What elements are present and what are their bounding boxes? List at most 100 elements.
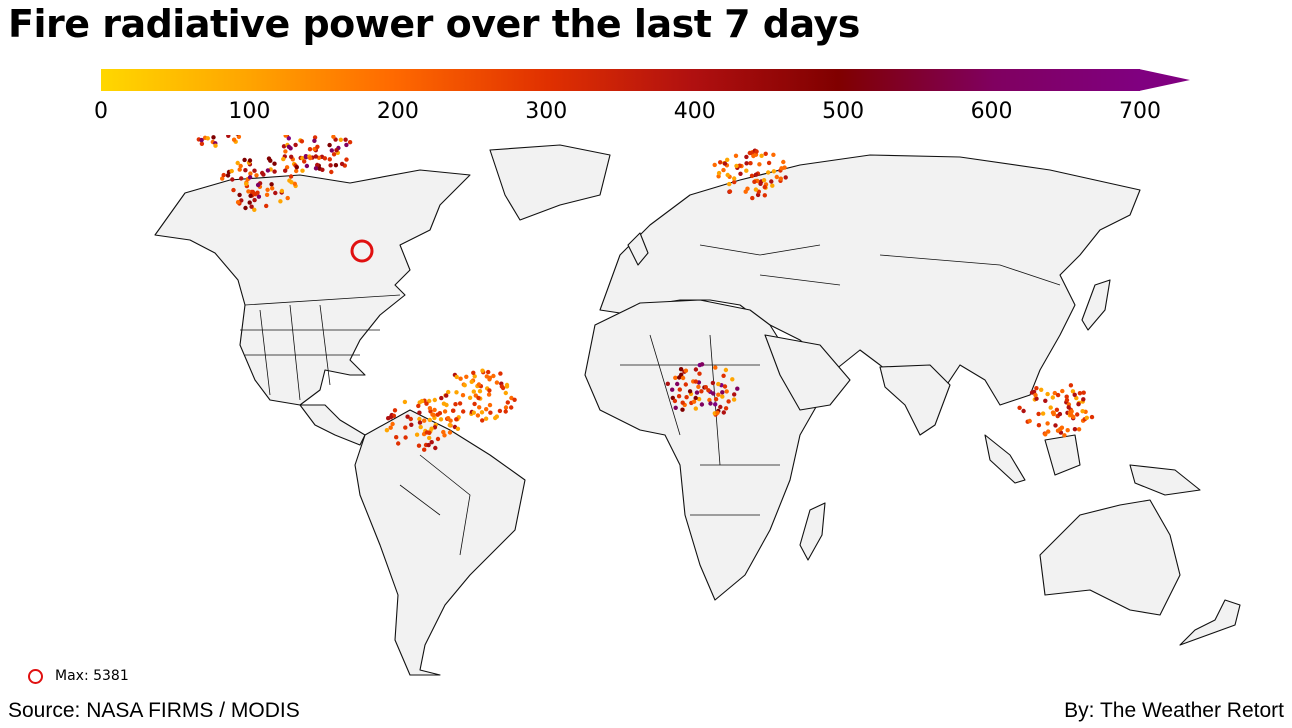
- fire-point: [1054, 407, 1060, 412]
- fire-point: [713, 402, 718, 407]
- fire-point: [422, 447, 427, 452]
- fire-point: [303, 155, 309, 160]
- fire-point: [328, 163, 333, 168]
- colorbar-tick-0: 0: [94, 99, 108, 124]
- fire-point: [429, 440, 434, 445]
- fire-point: [757, 162, 762, 167]
- fire-point: [472, 374, 477, 379]
- fire-point: [334, 148, 339, 153]
- fire-point: [754, 149, 759, 154]
- fire-point: [480, 368, 485, 373]
- madagascar: [799, 502, 826, 561]
- fire-point: [288, 146, 293, 151]
- fire-point: [248, 193, 253, 198]
- fire-point: [781, 159, 786, 165]
- australia: [1039, 499, 1181, 616]
- south-america: [354, 409, 526, 676]
- fire-point: [731, 397, 737, 402]
- fire-point: [454, 390, 459, 395]
- fire-point: [289, 154, 294, 159]
- fire-point: [279, 188, 285, 194]
- fire-point: [256, 194, 262, 199]
- fire-point: [774, 174, 779, 180]
- fire-point: [444, 402, 449, 408]
- fire-point: [294, 168, 299, 174]
- fire-point: [312, 138, 317, 143]
- fire-point: [230, 177, 235, 182]
- new-zealand: [1179, 599, 1241, 646]
- fire-point: [447, 422, 452, 428]
- fire-point: [733, 153, 739, 158]
- country-borders: [240, 244, 1061, 556]
- colorbar-tick-100: 100: [228, 99, 270, 124]
- fire-point: [433, 445, 438, 451]
- fire-point: [1075, 412, 1080, 417]
- fire-point: [1072, 392, 1077, 397]
- fire-point: [392, 408, 398, 413]
- fire-point: [744, 154, 749, 160]
- fire-point: [1053, 423, 1058, 428]
- fire-point: [670, 387, 675, 392]
- fire-point: [315, 162, 320, 168]
- fire-point: [255, 182, 261, 188]
- fire-point: [331, 152, 337, 157]
- fire-point: [315, 144, 320, 149]
- fire-point: [721, 373, 726, 378]
- fire-point: [699, 362, 705, 367]
- fire-point: [480, 418, 485, 423]
- fire-point: [388, 425, 393, 430]
- fire-point: [235, 135, 239, 136]
- world-map: [154, 135, 1241, 676]
- fire-point: [735, 386, 740, 391]
- fire-point: [402, 399, 408, 405]
- fire-point: [394, 435, 399, 440]
- fire-point: [684, 395, 689, 400]
- fire-point: [737, 163, 742, 168]
- fire-point: [479, 410, 485, 415]
- fire-point: [1081, 397, 1086, 402]
- fire-point: [693, 395, 698, 401]
- fire-point: [683, 368, 689, 373]
- fire-point: [711, 391, 716, 396]
- fire-point: [1059, 425, 1065, 430]
- fire-point: [670, 395, 675, 401]
- fire-point: [725, 172, 730, 178]
- fire-point: [343, 137, 348, 142]
- fire-point: [1089, 414, 1095, 420]
- fire-hotspots: [196, 135, 1095, 452]
- fire-point: [693, 379, 698, 384]
- fire-point: [338, 137, 343, 142]
- central-america: [299, 404, 366, 446]
- fire-point: [288, 174, 294, 179]
- fire-point: [231, 137, 237, 142]
- fire-point: [270, 186, 275, 191]
- fire-point: [696, 396, 702, 402]
- fire-point: [476, 382, 482, 387]
- fire-point: [261, 172, 266, 177]
- fire-point: [1034, 386, 1039, 391]
- fire-point: [454, 374, 459, 380]
- fire-point: [287, 178, 292, 183]
- fire-point: [313, 166, 319, 171]
- fire-point: [237, 167, 242, 172]
- fire-point: [246, 189, 251, 194]
- fire-point: [347, 140, 353, 145]
- fire-point: [388, 415, 394, 420]
- fire-point: [269, 182, 274, 187]
- fire-point: [1055, 392, 1061, 398]
- fire-point: [699, 402, 705, 407]
- fire-point: [727, 189, 733, 194]
- fire-point: [427, 398, 432, 404]
- arabian-peninsula: [764, 334, 851, 411]
- fire-point: [254, 173, 259, 178]
- fire-point: [744, 161, 749, 166]
- colorbar-gradient: [101, 69, 1140, 91]
- fire-point: [1074, 395, 1079, 401]
- fire-point: [751, 153, 756, 159]
- fire-point: [272, 169, 277, 174]
- fire-point: [417, 410, 422, 415]
- fire-point: [294, 165, 299, 170]
- fire-point: [427, 435, 432, 441]
- fire-point: [509, 395, 514, 401]
- fire-point: [469, 379, 474, 384]
